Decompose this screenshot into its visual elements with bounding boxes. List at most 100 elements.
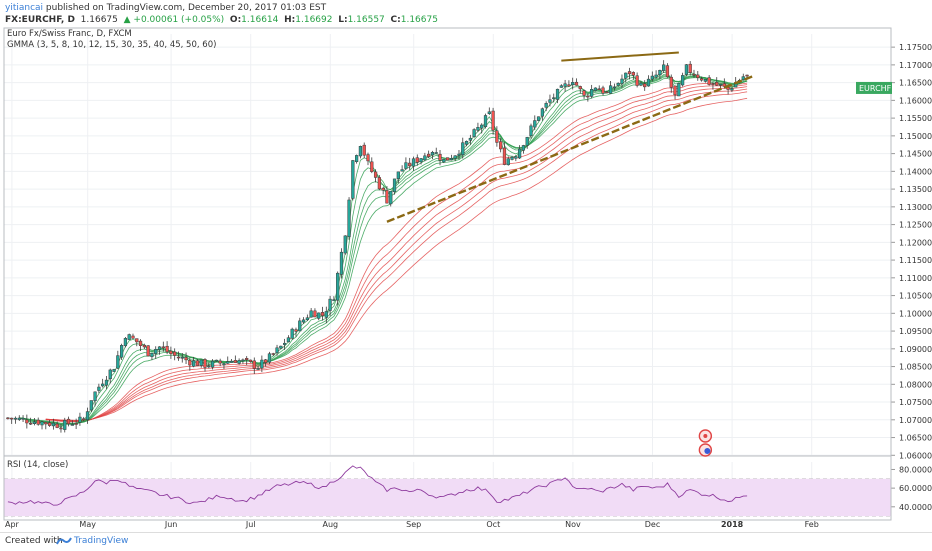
ma-fast-line <box>19 77 748 424</box>
candle-body <box>188 360 192 366</box>
candle-body <box>275 347 279 354</box>
high-label: H: <box>284 15 296 25</box>
candle-body <box>658 69 662 76</box>
y-tick-label: 1.13500 <box>899 185 932 194</box>
candle-body <box>711 83 715 86</box>
x-tick-label: 2018 <box>721 520 744 529</box>
candle-body <box>229 360 234 363</box>
candle-body <box>184 357 188 361</box>
candle-body <box>248 359 253 362</box>
candle-body <box>620 78 624 84</box>
tradingview-link[interactable]: TradingView <box>74 536 129 546</box>
candle-body <box>203 359 207 368</box>
candle-body <box>533 120 537 128</box>
candle-body <box>684 64 689 75</box>
candle-body <box>108 369 112 380</box>
candle-body <box>85 411 90 420</box>
y-tick-label: 1.14500 <box>899 150 932 159</box>
candle-body <box>726 87 730 90</box>
candle-body <box>662 64 666 71</box>
candle-body <box>347 199 351 237</box>
candle-body <box>404 162 408 169</box>
candle-body <box>298 320 302 332</box>
candle-body <box>529 125 533 136</box>
candle-body <box>89 400 93 411</box>
candle-body <box>55 423 59 428</box>
y-tick-label: 1.15000 <box>899 132 932 141</box>
ma-fast-line <box>19 76 748 425</box>
candle-body <box>373 171 378 178</box>
candle-body <box>332 299 336 301</box>
gmma-slow-ribbon <box>45 82 748 423</box>
candle-body <box>70 424 74 426</box>
candle-body <box>396 171 400 179</box>
candle-body <box>430 152 435 156</box>
y-tick-label: 1.06000 <box>899 451 932 460</box>
y-tick-label: 1.06500 <box>899 434 932 443</box>
candle-body <box>559 85 563 88</box>
ma-slow-line <box>45 91 748 422</box>
candle-body <box>127 334 131 340</box>
candle-body <box>525 137 529 146</box>
candle-body <box>176 356 181 359</box>
y-tick-label: 1.16500 <box>899 79 932 88</box>
candle-body <box>646 78 651 87</box>
y-tick-label: 1.07500 <box>899 398 932 407</box>
candle-body <box>150 353 154 357</box>
candle-body <box>639 82 643 86</box>
candle-body <box>502 147 507 165</box>
candle-body <box>256 368 260 370</box>
ma-fast-line <box>19 71 748 427</box>
main-grid <box>4 34 891 518</box>
y-tick-label: 1.15500 <box>899 114 932 123</box>
candle-body <box>681 75 685 86</box>
close-label: C: <box>390 15 401 25</box>
candle-body <box>608 85 613 94</box>
candle-body <box>487 111 491 114</box>
y-tick-label: 1.09500 <box>899 327 932 336</box>
candle-body <box>707 77 711 85</box>
candle-body <box>677 83 681 97</box>
y-tick-label: 1.08500 <box>899 363 932 372</box>
price-label-text: EURCHF <box>859 84 892 93</box>
author-link[interactable]: yitiancai <box>5 3 44 13</box>
candle-body <box>536 116 541 121</box>
price-label-bg <box>856 81 892 94</box>
chart-area[interactable]: 1.17500 1.17000 1.16500 1.16000 1.15500 1.150… <box>0 26 932 532</box>
chart-frame <box>3 27 892 521</box>
candle-body <box>491 110 495 131</box>
candle-body <box>715 82 719 86</box>
price-axis[interactable]: 1.17500 1.17000 1.16500 1.16000 1.15500 1.150… <box>891 43 932 460</box>
publish-line: yitiancai published on TradingView.com, … <box>5 3 326 13</box>
y-tick-label: 1.11000 <box>899 274 932 283</box>
y-tick-label: 1.10000 <box>899 309 932 318</box>
candle-body <box>567 84 571 87</box>
candle-body <box>703 78 707 82</box>
rsi-tick-label: 60.0000 <box>899 484 932 493</box>
candle-body <box>313 310 317 318</box>
close-value: 1.16675 <box>400 15 438 25</box>
rsi-axis[interactable]: 80.0000 60.0000 40.0000 <box>891 465 932 512</box>
candle-body <box>328 298 332 311</box>
candle-body <box>32 421 37 424</box>
event-icons[interactable] <box>698 429 713 457</box>
candle-body <box>226 361 230 364</box>
open-label: O: <box>229 15 242 25</box>
candle-body <box>165 345 169 353</box>
time-axis[interactable]: Apr May Jun Jul Aug Sep Oct Nov Dec 2018 Feb <box>5 520 819 529</box>
candle-body <box>10 417 14 420</box>
candle-body <box>597 88 601 90</box>
x-tick-label: Nov <box>565 520 581 529</box>
y-tick-label: 1.12000 <box>899 238 932 247</box>
candle-body <box>358 146 363 157</box>
y-tick-label: 1.14000 <box>899 167 932 176</box>
candle-body <box>192 360 196 367</box>
rsi-legend: RSI (14, close) <box>7 460 68 470</box>
candle-body <box>267 353 272 363</box>
indicator-legend: GMMA (3, 5, 8, 10, 12, 15, 30, 35, 40, 4… <box>7 40 216 50</box>
candle-body <box>578 86 582 90</box>
x-tick-label: Feb <box>805 520 819 529</box>
x-tick-label: Sep <box>406 520 421 529</box>
candle-body <box>36 419 40 425</box>
tradingview-logo-icon <box>56 535 72 550</box>
